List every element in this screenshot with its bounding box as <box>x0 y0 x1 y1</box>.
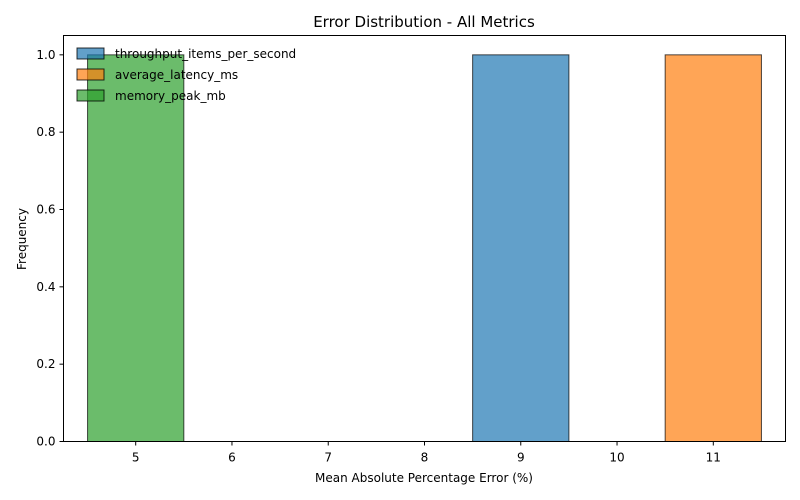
legend: throughput_items_per_second average_laten… <box>76 47 296 103</box>
y-tick-label: 1.0 <box>36 48 55 62</box>
x-tick-label: 6 <box>228 451 236 465</box>
y-tick-label: 0.4 <box>36 280 55 294</box>
legend-swatch-average-latency-ms <box>76 68 105 81</box>
x-tick-label: 8 <box>421 451 429 465</box>
y-axis-label: Frequency <box>15 208 29 270</box>
y-tick-label: 0.0 <box>36 435 55 449</box>
legend-swatch-memory-peak-mb <box>76 89 105 102</box>
y-tick-label: 0.8 <box>36 125 55 139</box>
legend-swatch-throughput-items-per-second <box>76 47 105 60</box>
legend-label-average-latency-ms: average_latency_ms <box>115 68 238 82</box>
bars-layer <box>87 54 762 442</box>
x-tick-label: 11 <box>706 451 721 465</box>
x-tick-label: 7 <box>324 451 332 465</box>
chart-title: Error Distribution - All Metrics <box>313 13 535 31</box>
y-tick-label: 0.2 <box>36 357 55 371</box>
x-axis-label: Mean Absolute Percentage Error (%) <box>315 471 533 485</box>
y-axis: 0.0 0.2 0.4 0.6 0.8 1.0 <box>36 48 64 449</box>
y-tick-label: 0.6 <box>36 203 55 217</box>
legend-label-memory-peak-mb: memory_peak_mb <box>115 89 226 103</box>
legend-label-throughput-items-per-second: throughput_items_per_second <box>115 47 296 61</box>
x-axis: 5 6 7 8 9 10 11 <box>132 441 721 465</box>
bar-average-latency-ms <box>664 54 762 442</box>
x-tick-label: 9 <box>517 451 525 465</box>
x-tick-label: 10 <box>609 451 624 465</box>
bar-memory-peak-mb <box>87 54 185 442</box>
x-tick-label: 5 <box>132 451 140 465</box>
bar-throughput-items-per-second <box>472 54 570 442</box>
